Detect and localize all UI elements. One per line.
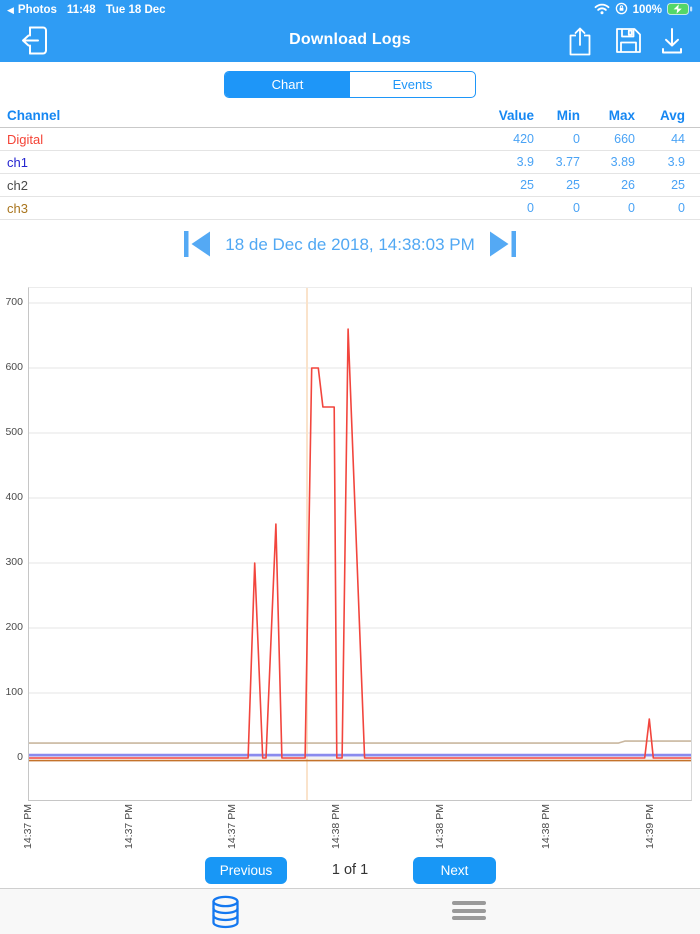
channel-name: Digital xyxy=(7,131,44,147)
channel-name: ch3 xyxy=(7,200,28,216)
save-icon xyxy=(615,27,642,57)
channel-avg: 3.9 xyxy=(667,155,685,169)
header-avg: Avg xyxy=(659,108,685,123)
table-row-digital[interactable]: Digital 420 0 660 44 xyxy=(0,128,700,151)
y-axis-tick-label: 700 xyxy=(5,295,23,308)
x-axis-tick-label: 14:38 PM xyxy=(539,804,552,849)
channel-min: 0 xyxy=(573,201,580,215)
current-date-label: 18 de Dec de 2018, 14:38:03 PM xyxy=(225,235,475,254)
back-triangle-icon: ◀ xyxy=(7,4,14,15)
y-axis-tick-label: 300 xyxy=(5,555,23,568)
header-max: Max xyxy=(608,108,635,123)
status-date: Tue 18 Dec xyxy=(105,4,166,16)
wifi-icon xyxy=(594,3,610,18)
exit-icon xyxy=(19,24,50,60)
channel-min: 3.77 xyxy=(555,155,580,169)
battery-percent: 100% xyxy=(632,4,662,16)
channel-value: 0 xyxy=(527,201,534,215)
channel-value: 420 xyxy=(513,132,534,146)
y-axis-tick-label: 200 xyxy=(5,620,23,633)
logs-database-button[interactable] xyxy=(210,895,241,932)
y-axis-tick-label: 400 xyxy=(5,490,23,503)
date-navigation: 18 de Dec de 2018, 14:38:03 PM xyxy=(0,228,700,262)
channel-max: 660 xyxy=(614,132,635,146)
skip-back-button[interactable] xyxy=(183,230,211,261)
channel-value: 25 xyxy=(520,178,534,192)
x-axis-tick-label: 14:39 PM xyxy=(644,804,657,849)
channel-table: Channel Value Min Max Avg Digital 420 0 … xyxy=(0,104,700,220)
skip-forward-button[interactable] xyxy=(489,230,517,261)
log-chart-plot[interactable] xyxy=(28,287,692,801)
download-icon xyxy=(659,26,685,58)
menu-icon xyxy=(452,901,486,920)
x-axis-tick-label: 14:38 PM xyxy=(329,804,342,849)
share-button[interactable] xyxy=(564,25,596,59)
y-axis-tick-label: 0 xyxy=(17,750,23,763)
y-axis-tick-label: 100 xyxy=(5,685,23,698)
table-row-ch3[interactable]: ch3 0 0 0 0 xyxy=(0,197,700,220)
back-to-app[interactable]: ◀ Photos xyxy=(7,4,57,16)
header-channel: Channel xyxy=(7,108,61,123)
rotation-lock-icon xyxy=(615,2,628,18)
page-indicator: 1 of 1 xyxy=(331,862,369,878)
channel-max: 0 xyxy=(628,201,635,215)
table-row-ch2[interactable]: ch2 25 25 26 25 xyxy=(0,174,700,197)
tab-chart[interactable]: Chart xyxy=(225,72,350,97)
exit-button[interactable] xyxy=(18,25,50,59)
battery-icon xyxy=(667,2,693,18)
channel-avg: 44 xyxy=(671,132,685,146)
x-axis-tick-label: 14:37 PM xyxy=(225,804,238,849)
channel-name: ch1 xyxy=(7,154,28,170)
header-value: Value xyxy=(498,108,534,123)
status-time: 11:48 xyxy=(66,4,96,16)
header-min: Min xyxy=(556,108,580,123)
channel-avg: 25 xyxy=(671,178,685,192)
chart-canvas xyxy=(29,288,691,800)
table-row-ch1[interactable]: ch1 3.9 3.77 3.89 3.9 xyxy=(0,151,700,174)
skip-back-icon xyxy=(183,230,211,261)
bottom-toolbar xyxy=(0,888,700,934)
tab-events[interactable]: Events xyxy=(392,77,433,92)
channel-value: 3.9 xyxy=(516,155,534,169)
chart-events-segmented-control: Chart Events xyxy=(224,71,476,98)
back-app-label: Photos xyxy=(17,4,57,16)
share-icon xyxy=(568,26,592,59)
nav-bar: Download Logs xyxy=(0,20,700,62)
next-page-button[interactable]: Next xyxy=(413,857,496,884)
channel-name: ch2 xyxy=(7,177,28,193)
page-title: Download Logs xyxy=(289,31,411,48)
y-axis-tick-label: 500 xyxy=(5,425,23,438)
menu-button[interactable] xyxy=(452,901,486,920)
status-bar: ◀ Photos 11:48 Tue 18 Dec 100% xyxy=(0,0,700,20)
save-button[interactable] xyxy=(612,25,644,59)
x-axis-tick-label: 14:38 PM xyxy=(433,804,446,849)
channel-min: 25 xyxy=(566,178,580,192)
channel-min: 0 xyxy=(573,132,580,146)
y-axis-tick-label: 600 xyxy=(5,360,23,373)
skip-forward-icon xyxy=(489,230,517,261)
previous-page-button[interactable]: Previous xyxy=(205,857,287,884)
x-axis-tick-label: 14:37 PM xyxy=(22,804,34,849)
x-axis-tick-label: 14:37 PM xyxy=(122,804,135,849)
download-button[interactable] xyxy=(656,25,688,59)
channel-max: 26 xyxy=(621,178,635,192)
channel-avg: 0 xyxy=(678,201,685,215)
database-icon xyxy=(210,895,241,932)
channel-max: 3.89 xyxy=(610,155,635,169)
table-header: Channel Value Min Max Avg xyxy=(0,104,700,128)
